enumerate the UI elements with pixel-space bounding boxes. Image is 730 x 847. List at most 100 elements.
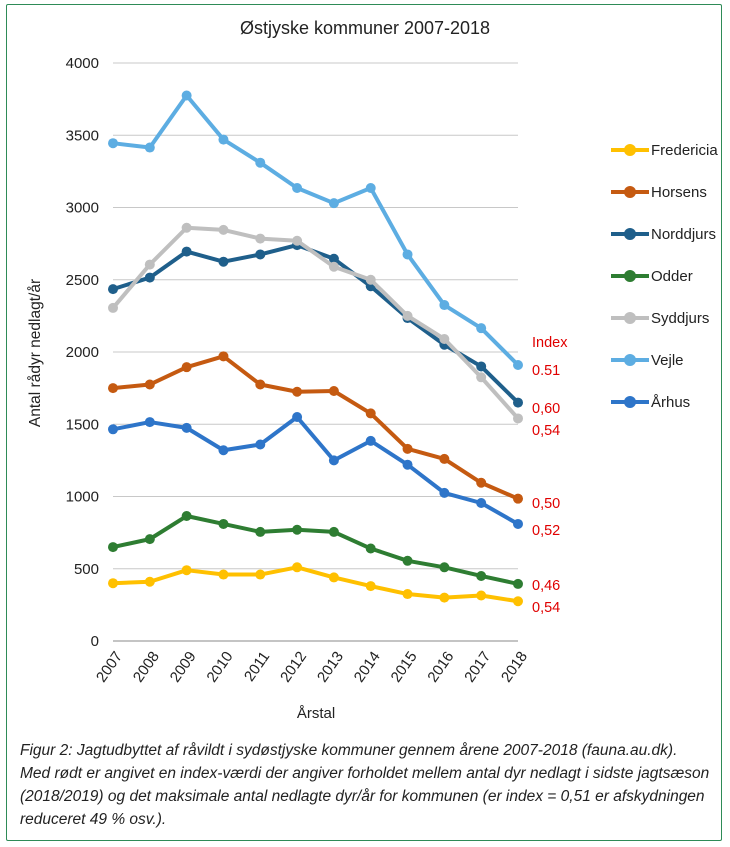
- data-point-vejle: [476, 323, 487, 334]
- data-point-vejle: [513, 360, 523, 371]
- x-tick-label: 2010: [203, 648, 236, 685]
- data-point-vejle: [181, 90, 192, 101]
- legend-item-fredericia: Fredericia: [611, 140, 718, 160]
- legend-swatch: [611, 182, 649, 202]
- data-point-odder: [476, 570, 487, 581]
- index-header: Index: [532, 335, 568, 351]
- data-point-århus: [144, 417, 155, 428]
- legend-item-vejle: Vejle: [611, 350, 684, 370]
- chart-title: Østjyske kommuner 2007-2018: [239, 18, 491, 38]
- x-tick-label: 2008: [130, 648, 163, 685]
- data-point-fredericia: [292, 562, 303, 573]
- data-point-århus: [181, 422, 192, 433]
- y-tick-labels: 0 500 1000 1500 2000 2500 3000 3500 4000: [66, 55, 99, 650]
- data-point-horsens: [439, 453, 450, 464]
- x-tick-label: 2009: [167, 648, 200, 685]
- legend-label: Vejle: [651, 351, 684, 369]
- series-line-århus: [112, 415, 519, 526]
- series-lines: [108, 90, 523, 607]
- data-point-syddjurs: [513, 413, 523, 424]
- legend-swatch: [611, 224, 649, 244]
- data-point-odder: [218, 518, 229, 529]
- legend-swatch: [611, 140, 649, 160]
- data-point-århus: [476, 498, 487, 509]
- index-label: 0,60: [532, 401, 560, 417]
- data-point-syddjurs: [144, 259, 155, 270]
- data-point-horsens: [328, 386, 339, 397]
- legend-label: Fredericia: [651, 141, 718, 159]
- index-label: 0,50: [532, 496, 560, 512]
- data-point-fredericia: [402, 589, 413, 600]
- data-point-århus: [255, 439, 266, 450]
- x-tick-label: 2016: [424, 648, 457, 685]
- data-point-århus: [292, 412, 303, 423]
- x-tick-label: 2012: [277, 648, 310, 685]
- y-tick-label: 3000: [66, 200, 99, 217]
- legend-swatch: [611, 392, 649, 412]
- y-tick-label: 4000: [66, 55, 99, 72]
- data-point-fredericia: [328, 572, 339, 583]
- y-tick-label: 1500: [66, 416, 99, 433]
- index-label: 0,46: [532, 578, 560, 594]
- data-point-odder: [328, 526, 339, 537]
- x-tick-label: 2011: [241, 648, 273, 684]
- y-tick-label: 500: [74, 561, 99, 578]
- data-point-horsens: [292, 386, 303, 397]
- legend-swatch: [611, 266, 649, 286]
- series-line-norddjurs: [112, 243, 520, 405]
- data-point-horsens: [108, 383, 118, 394]
- data-point-odder: [108, 542, 118, 553]
- data-point-århus: [439, 487, 450, 498]
- data-point-fredericia: [181, 565, 192, 576]
- data-point-odder: [439, 562, 450, 573]
- data-point-fredericia: [144, 576, 155, 587]
- y-tick-label: 0: [91, 633, 99, 650]
- data-point-horsens: [144, 379, 155, 390]
- series-line-odder: [112, 514, 519, 586]
- data-point-vejle: [218, 134, 229, 145]
- data-point-århus: [513, 518, 523, 529]
- data-point-horsens: [181, 362, 192, 373]
- data-point-vejle: [144, 142, 155, 153]
- figure-caption: Figur 2: Jagtudbyttet af råvildt i sydøs…: [20, 739, 710, 831]
- legend-label: Norddjurs: [651, 225, 717, 243]
- series-line-syddjurs: [111, 225, 520, 420]
- y-tick-label: 2000: [66, 344, 99, 361]
- data-point-norddjurs: [476, 361, 487, 372]
- index-label: 0.51: [532, 363, 560, 379]
- data-point-århus: [108, 424, 118, 435]
- data-point-horsens: [218, 351, 229, 362]
- x-tick-label: 2018: [498, 648, 531, 685]
- series-line-horsens: [112, 354, 519, 501]
- data-point-odder: [402, 555, 413, 566]
- legend-item-odder: Odder: [611, 266, 693, 286]
- legend-item-århus: Århus: [611, 392, 690, 412]
- caption-text: Jagtudbyttet af råvildt i sydøstjyske ko…: [20, 742, 710, 828]
- data-point-århus: [365, 435, 376, 446]
- series-line-vejle: [112, 93, 520, 367]
- x-tick-labels: 2007 2008 2009 2010 2011 2012 2013 2014 2015 2016…: [93, 648, 531, 685]
- data-point-syddjurs: [218, 224, 229, 235]
- y-tick-label: 2500: [66, 272, 99, 289]
- legend-label: Syddjurs: [651, 309, 710, 327]
- x-tick-label: 2014: [351, 648, 384, 685]
- data-point-fredericia: [513, 596, 523, 607]
- data-point-horsens: [255, 379, 266, 390]
- data-point-horsens: [476, 477, 487, 488]
- data-point-syddjurs: [255, 233, 266, 244]
- data-point-odder: [181, 511, 192, 522]
- data-point-syddjurs: [476, 372, 487, 383]
- series-line-fredericia: [112, 565, 519, 604]
- index-label: 0,54: [532, 600, 560, 616]
- legend-item-norddjurs: Norddjurs: [611, 224, 716, 244]
- caption-label: Figur 2:: [20, 742, 73, 759]
- legend-item-syddjurs: Syddjurs: [611, 308, 709, 328]
- legend-swatch: [611, 308, 649, 328]
- data-point-odder: [365, 543, 376, 554]
- data-point-vejle: [328, 198, 339, 209]
- index-labels: 0.51 0,60 0,54 0,50 0,52 0,46 0,54: [532, 363, 560, 616]
- data-point-norddjurs: [181, 246, 192, 257]
- data-point-vejle: [292, 182, 303, 193]
- y-axis-label: Antal rådyr nedlagt/år: [27, 279, 44, 427]
